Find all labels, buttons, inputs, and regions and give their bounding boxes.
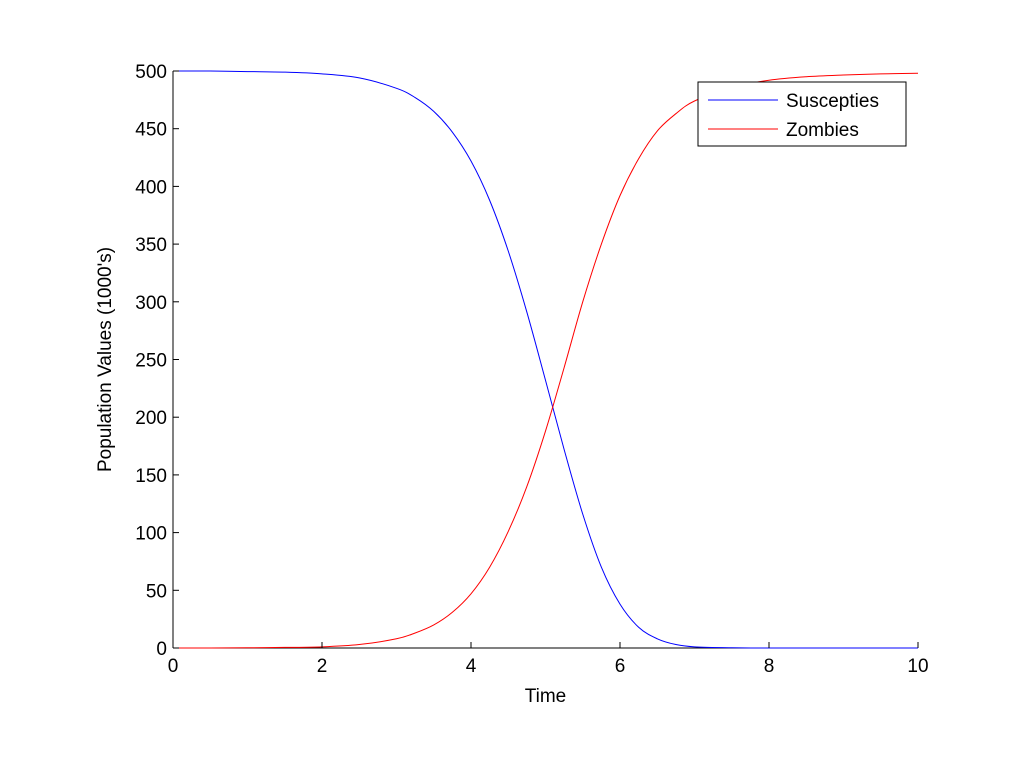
x-tick-label: 10 — [907, 656, 928, 677]
y-axis-title: Population Values (1000's) — [95, 247, 116, 472]
x-tick-label: 6 — [615, 656, 626, 677]
y-tick-label: 500 — [135, 62, 167, 83]
plot-area — [172, 70, 919, 649]
series-layer — [172, 70, 919, 649]
x-tick-label: 0 — [168, 656, 179, 677]
y-tick-label: 50 — [146, 581, 167, 602]
legend-entry-label: Suscepties — [786, 91, 879, 112]
y-tick-label: 350 — [135, 235, 167, 256]
plot-background — [172, 70, 919, 649]
y-tick-label: 150 — [135, 466, 167, 487]
x-axis-title: Time — [525, 686, 567, 707]
legend-box — [697, 81, 907, 147]
series-line-suscepties — [172, 70, 918, 649]
x-tick-label: 2 — [317, 656, 328, 677]
series-line-zombies — [172, 72, 919, 649]
legend: Suscepties Zombies — [697, 81, 907, 147]
legend-entry-label: Zombies — [786, 120, 859, 141]
y-tick-label: 450 — [135, 120, 167, 141]
y-tick-label: 100 — [135, 524, 167, 545]
y-tick-label: 250 — [135, 351, 167, 372]
y-tick-label: 200 — [135, 408, 167, 429]
x-tick-label: 4 — [466, 656, 477, 677]
y-tick-label: 0 — [156, 639, 167, 660]
y-tick-label: 300 — [135, 293, 167, 314]
y-tick-label: 400 — [135, 177, 167, 198]
x-tick-label: 8 — [764, 656, 775, 677]
